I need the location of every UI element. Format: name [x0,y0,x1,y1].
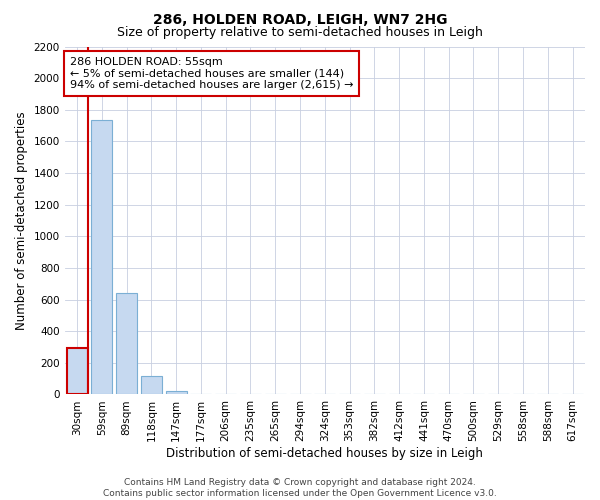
Bar [141,376,162,394]
X-axis label: Distribution of semi-detached houses by size in Leigh: Distribution of semi-detached houses by … [166,447,483,460]
Text: 286, HOLDEN ROAD, LEIGH, WN7 2HG: 286, HOLDEN ROAD, LEIGH, WN7 2HG [153,12,447,26]
Bar [67,348,88,395]
Bar [166,390,187,394]
Bar [116,293,137,394]
Text: Contains HM Land Registry data © Crown copyright and database right 2024.
Contai: Contains HM Land Registry data © Crown c… [103,478,497,498]
Text: 286 HOLDEN ROAD: 55sqm
← 5% of semi-detached houses are smaller (144)
94% of sem: 286 HOLDEN ROAD: 55sqm ← 5% of semi-deta… [70,57,353,90]
Y-axis label: Number of semi-detached properties: Number of semi-detached properties [15,111,28,330]
Text: Size of property relative to semi-detached houses in Leigh: Size of property relative to semi-detach… [117,26,483,39]
Bar [91,120,112,394]
